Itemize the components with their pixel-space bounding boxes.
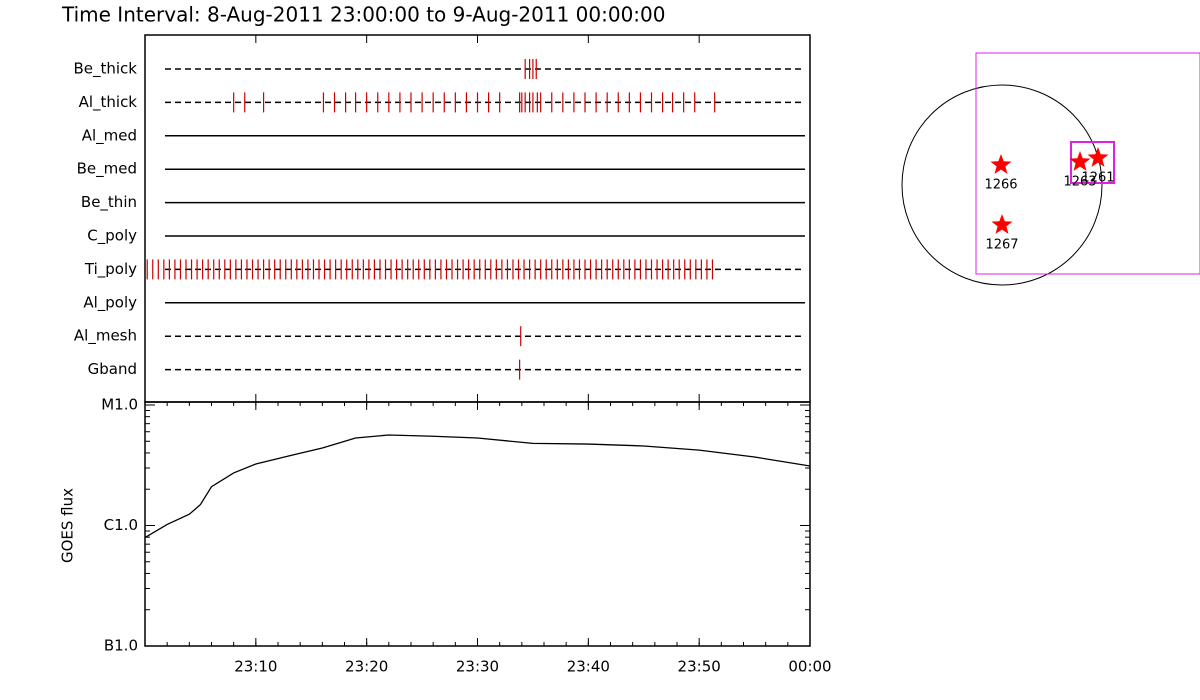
row-label: Be_thick xyxy=(73,60,137,79)
row-label: C_poly xyxy=(87,227,137,246)
y-tick-label: M1.0 xyxy=(101,396,138,414)
row-label: Ti_poly xyxy=(84,260,137,279)
y-tick-label: B1.0 xyxy=(104,637,138,655)
event-frame xyxy=(144,34,811,403)
y-tick-label: C1.0 xyxy=(104,516,138,534)
goes-curve xyxy=(144,434,811,539)
row-label: Al_med xyxy=(82,126,137,145)
fov-box xyxy=(975,52,1200,275)
solar-disk xyxy=(901,84,1103,286)
title: Time Interval: 8-Aug-2011 23:00:00 to 9-… xyxy=(61,3,666,27)
region-star xyxy=(991,214,1013,234)
x-tick-label: 23:50 xyxy=(678,658,721,676)
region-star xyxy=(1069,151,1091,171)
region-label: 1267 xyxy=(985,238,1018,253)
region-star xyxy=(990,154,1012,174)
row-label: Al_poly xyxy=(83,293,137,312)
region-star xyxy=(1087,147,1109,167)
x-tick-label: 23:20 xyxy=(345,658,388,676)
row-label: Be_med xyxy=(77,160,137,179)
row-label: Gband xyxy=(88,360,137,378)
region-label: 1266 xyxy=(984,178,1017,193)
region-label: 1261 xyxy=(1081,171,1114,186)
x-tick-label: 23:40 xyxy=(567,658,610,676)
row-label: Al_mesh xyxy=(74,327,137,346)
row-label: Al_thick xyxy=(79,93,138,112)
row-label: Be_thin xyxy=(81,193,137,212)
x-tick-label: 00:00 xyxy=(788,658,831,676)
roi-box xyxy=(1070,141,1115,184)
x-tick-label: 23:30 xyxy=(456,658,499,676)
sun-map xyxy=(901,52,1200,286)
y-axis-label: GOES flux xyxy=(59,488,77,563)
x-tick-label: 23:10 xyxy=(234,658,277,676)
region-label: 1263 xyxy=(1063,175,1096,190)
